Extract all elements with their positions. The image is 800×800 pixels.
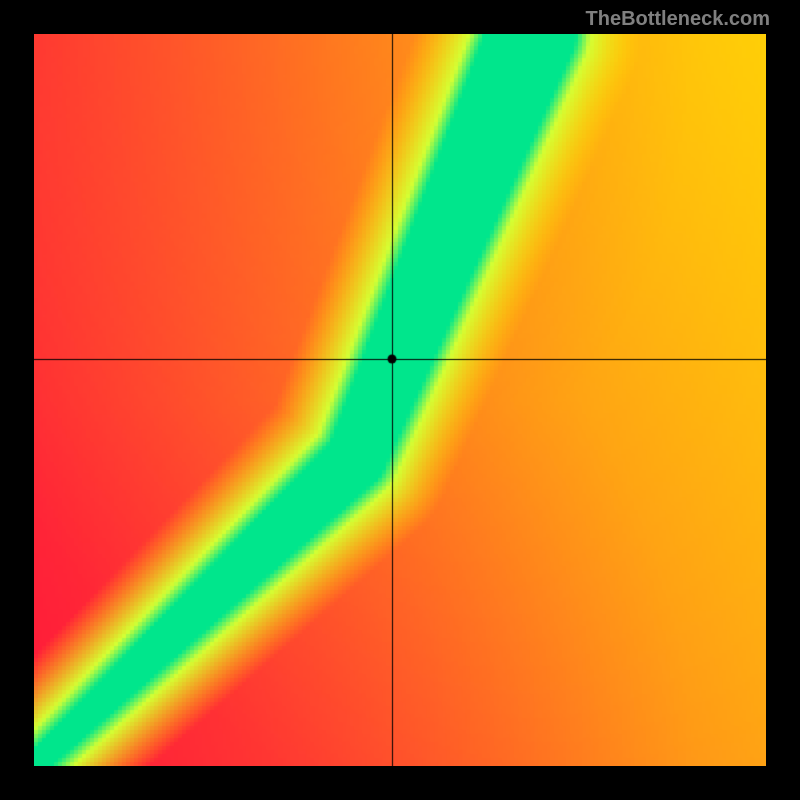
- heatmap-chart: [34, 34, 766, 766]
- chart-container: TheBottleneck.com: [0, 0, 800, 800]
- watermark-text: TheBottleneck.com: [586, 8, 770, 31]
